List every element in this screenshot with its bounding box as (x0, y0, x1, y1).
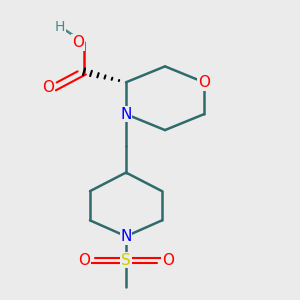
Text: N: N (120, 107, 132, 122)
Text: H: H (55, 20, 65, 34)
Text: O: O (162, 253, 174, 268)
Text: O: O (42, 80, 54, 95)
Text: O: O (72, 35, 84, 50)
Text: O: O (78, 253, 90, 268)
Text: S: S (121, 253, 131, 268)
Text: N: N (120, 229, 132, 244)
Text: O: O (198, 75, 210, 90)
